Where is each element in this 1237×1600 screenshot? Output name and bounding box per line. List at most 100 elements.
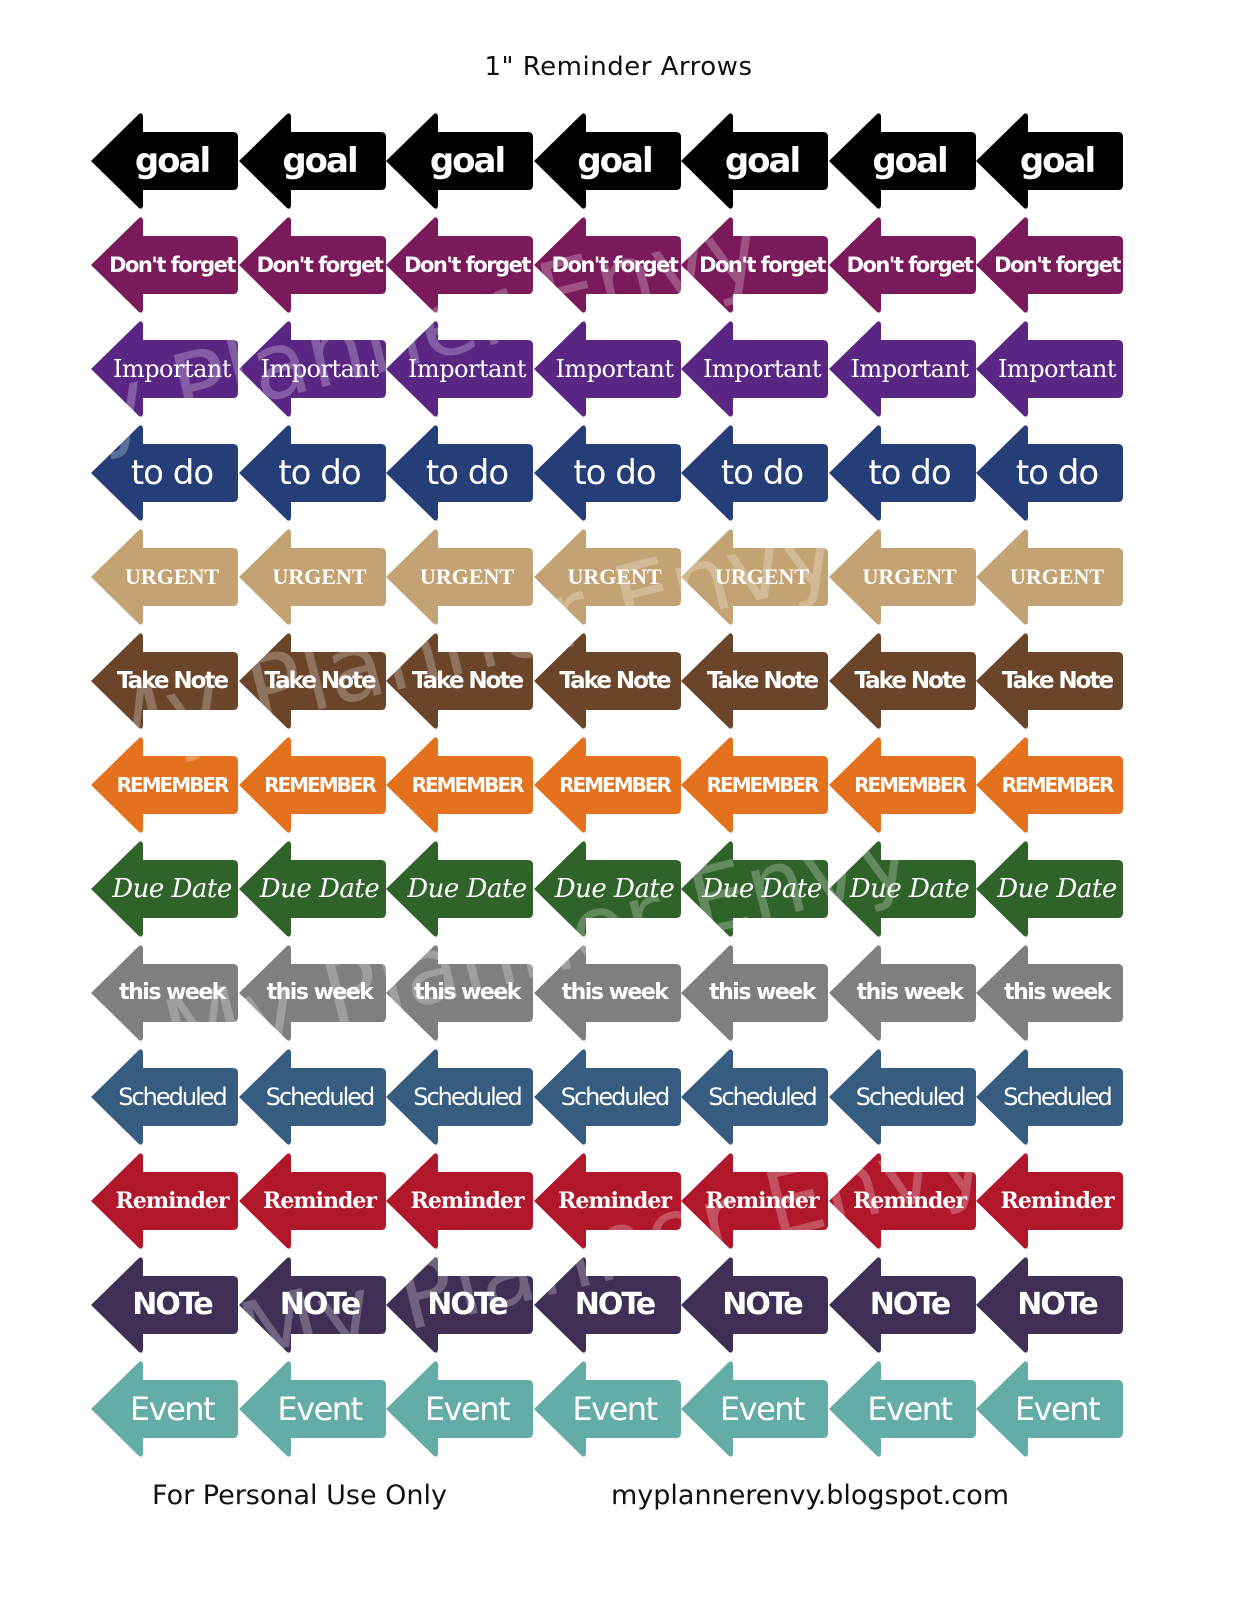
arrow-sticker: NOTe [384,1256,534,1354]
left-arrow-shape [828,633,976,729]
arrow-fill [681,113,828,209]
arrow-label: to do [425,453,509,493]
arrow-fill [533,841,681,937]
arrow-label: goal [724,141,801,181]
left-arrow-shape [91,529,238,625]
left-arrow-shape [386,1153,533,1249]
arrow-sticker: Due Date [532,840,682,938]
arrow-sticker: Event [89,1360,239,1458]
arrow-fill [681,425,828,521]
left-arrow-shape [533,1153,681,1249]
arrow-sticker: Reminder [974,1152,1124,1250]
left-arrow-shape [91,321,238,417]
arrow-label: Important [112,355,232,383]
arrow-sticker: REMEMBER [384,736,534,834]
arrow-sticker: Event [237,1360,387,1458]
left-arrow-shape [91,425,238,521]
arrow-sticker: Reminder [384,1152,534,1250]
arrow-fill [91,1153,238,1249]
arrow-label: Don't forget [994,253,1121,277]
arrow-sticker: Don't forget [89,216,239,314]
arrow-label: goal [134,141,211,181]
left-arrow-shape [91,945,238,1041]
left-arrow-shape [976,1257,1123,1353]
arrow-sticker: REMEMBER [679,736,829,834]
left-arrow-shape [681,113,828,209]
arrow-label: to do [278,453,361,493]
arrow-sticker: NOTe [237,1256,387,1354]
arrow-fill [91,529,238,625]
arrow-label: Reminder [558,1188,672,1214]
arrow-fill [386,425,533,521]
left-arrow-shape [386,1257,533,1353]
left-arrow-shape [681,737,828,833]
arrow-sticker-grid: goal goal goal goal goal goal goal Don't forget… [89,109,1129,1461]
arrow-label: REMEMBER [116,773,230,797]
arrow-sticker: NOTe [532,1256,682,1354]
arrow-sticker: Don't forget [679,216,829,314]
arrow-fill [533,945,681,1041]
arrow-fill [828,321,976,417]
arrow-fill [976,529,1123,625]
arrow-label: Event [719,1390,806,1428]
left-arrow-shape [91,841,238,937]
arrow-label: NOTe [574,1287,656,1322]
left-arrow-shape [828,113,976,209]
arrow-label: Scheduled [118,1083,228,1111]
arrow-fill [533,529,681,625]
arrow-sticker: Event [532,1360,682,1458]
arrow-fill [976,841,1123,937]
arrow-sticker: Important [827,320,977,418]
arrow-label: Scheduled [560,1083,671,1111]
arrow-label: URGENT [419,564,515,589]
arrow-sticker: to do [679,424,829,522]
arrow-fill [91,1361,238,1457]
left-arrow-shape [238,321,386,417]
left-arrow-shape [828,1153,976,1249]
left-arrow-shape [386,945,533,1041]
arrow-label: NOTe [427,1287,508,1322]
arrow-fill [976,633,1123,729]
arrow-label: to do [573,453,656,493]
left-arrow-shape [828,321,976,417]
arrow-label: Due Date [407,874,527,904]
arrow-sticker: Scheduled [532,1048,682,1146]
arrow-fill [533,1153,681,1249]
arrow-label: Due Date [997,874,1117,904]
arrow-label: goal [577,141,653,181]
arrow-fill [386,1257,533,1353]
arrow-fill [386,1153,533,1249]
left-arrow-shape [238,425,386,521]
arrow-fill [533,737,681,833]
left-arrow-shape [828,1361,976,1457]
arrow-sticker: Important [89,320,239,418]
left-arrow-shape [681,1153,828,1249]
left-arrow-shape [91,737,238,833]
arrow-fill [386,113,533,209]
left-arrow-shape [91,113,238,209]
arrow-fill [238,1049,386,1145]
arrow-fill [238,945,386,1041]
arrow-fill [386,321,533,417]
arrow-label: Reminder [853,1188,967,1214]
arrow-fill [976,945,1123,1041]
arrow-sticker: to do [827,424,977,522]
arrow-fill [533,633,681,729]
arrow-sticker: Don't forget [827,216,977,314]
left-arrow-shape [828,425,976,521]
arrow-fill [238,321,386,417]
arrow-label: Event [129,1390,216,1428]
left-arrow-shape [238,113,386,209]
arrow-label: Scheduled [265,1083,376,1111]
arrow-fill [681,321,828,417]
arrow-sticker: Scheduled [237,1048,387,1146]
arrow-sticker: Scheduled [384,1048,534,1146]
arrow-fill [681,737,828,833]
arrow-fill [386,841,533,937]
arrow-sticker: Due Date [679,840,829,938]
arrow-sticker: this week [237,944,387,1042]
arrow-fill [828,1153,976,1249]
left-arrow-shape [681,217,828,313]
left-arrow-shape [976,945,1123,1041]
left-arrow-shape [976,841,1123,937]
